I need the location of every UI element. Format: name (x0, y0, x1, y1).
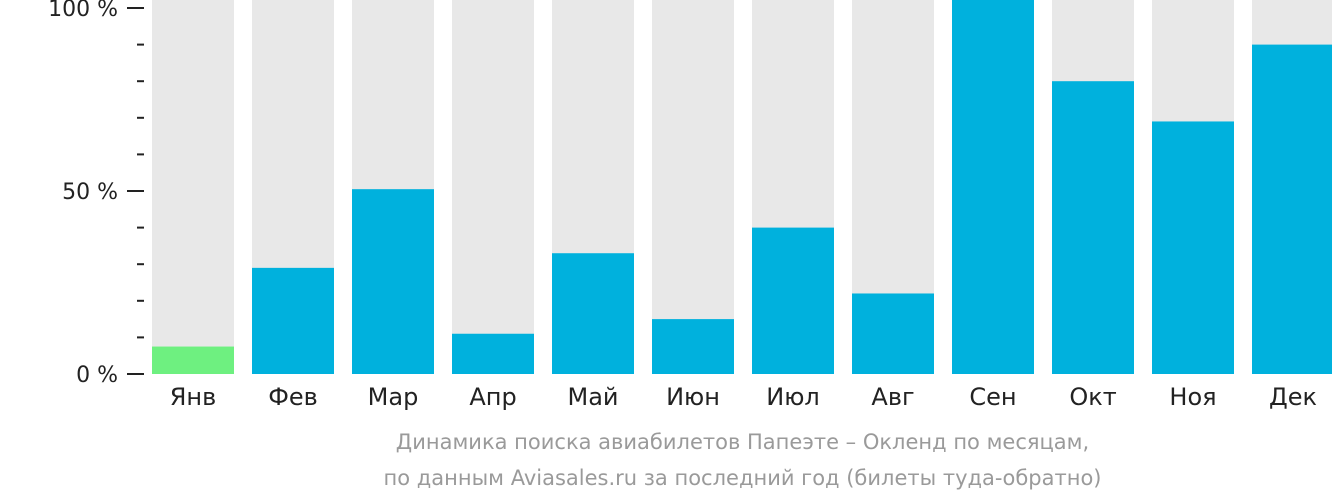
x-tick-label: Сен (969, 383, 1016, 411)
y-tick-label: 50 % (62, 180, 118, 205)
bar-4 (452, 333, 534, 374)
x-tick-label: Июн (666, 383, 720, 411)
bar-2 (252, 267, 334, 374)
chart-caption-line-1: Динамика поиска авиабилетов Папеэте – Ок… (395, 430, 1090, 454)
x-tick-label: Янв (170, 383, 217, 411)
bar-3 (352, 189, 434, 374)
x-tick-label: Окт (1069, 383, 1116, 411)
x-tick-label: Дек (1269, 383, 1317, 411)
x-tick-label: Апр (469, 383, 516, 411)
bars-group (152, 0, 1332, 375)
x-tick-label: Мар (368, 383, 419, 411)
x-tick-label: Май (567, 383, 618, 411)
bar-9 (952, 0, 1034, 374)
bar-background (452, 0, 534, 374)
bar-11 (1152, 121, 1234, 375)
chart-caption-line-2: по данным Aviasales.ru за последний год … (383, 466, 1102, 490)
bar-12 (1252, 44, 1332, 374)
bar-5 (552, 253, 634, 374)
bar-7 (752, 227, 834, 374)
x-tick-label: Авг (871, 383, 914, 411)
bar-10 (1052, 81, 1134, 374)
bar-8 (852, 293, 934, 374)
bar-background (152, 0, 234, 374)
bar-1 (152, 346, 234, 374)
y-tick-label: 100 % (48, 0, 118, 22)
bar-background (652, 0, 734, 374)
x-tick-label: Фев (268, 383, 318, 411)
bar-6 (652, 319, 734, 374)
y-axis: 0 % 50 % 100 % (48, 0, 144, 388)
x-tick-label: Июл (766, 383, 820, 411)
x-axis-labels: Янв Фев Мар Апр Май Июн Июл Авг Сен Окт Ноя Дек (170, 383, 1317, 411)
y-tick-label: 0 % (76, 363, 118, 388)
x-tick-label: Ноя (1169, 383, 1216, 411)
